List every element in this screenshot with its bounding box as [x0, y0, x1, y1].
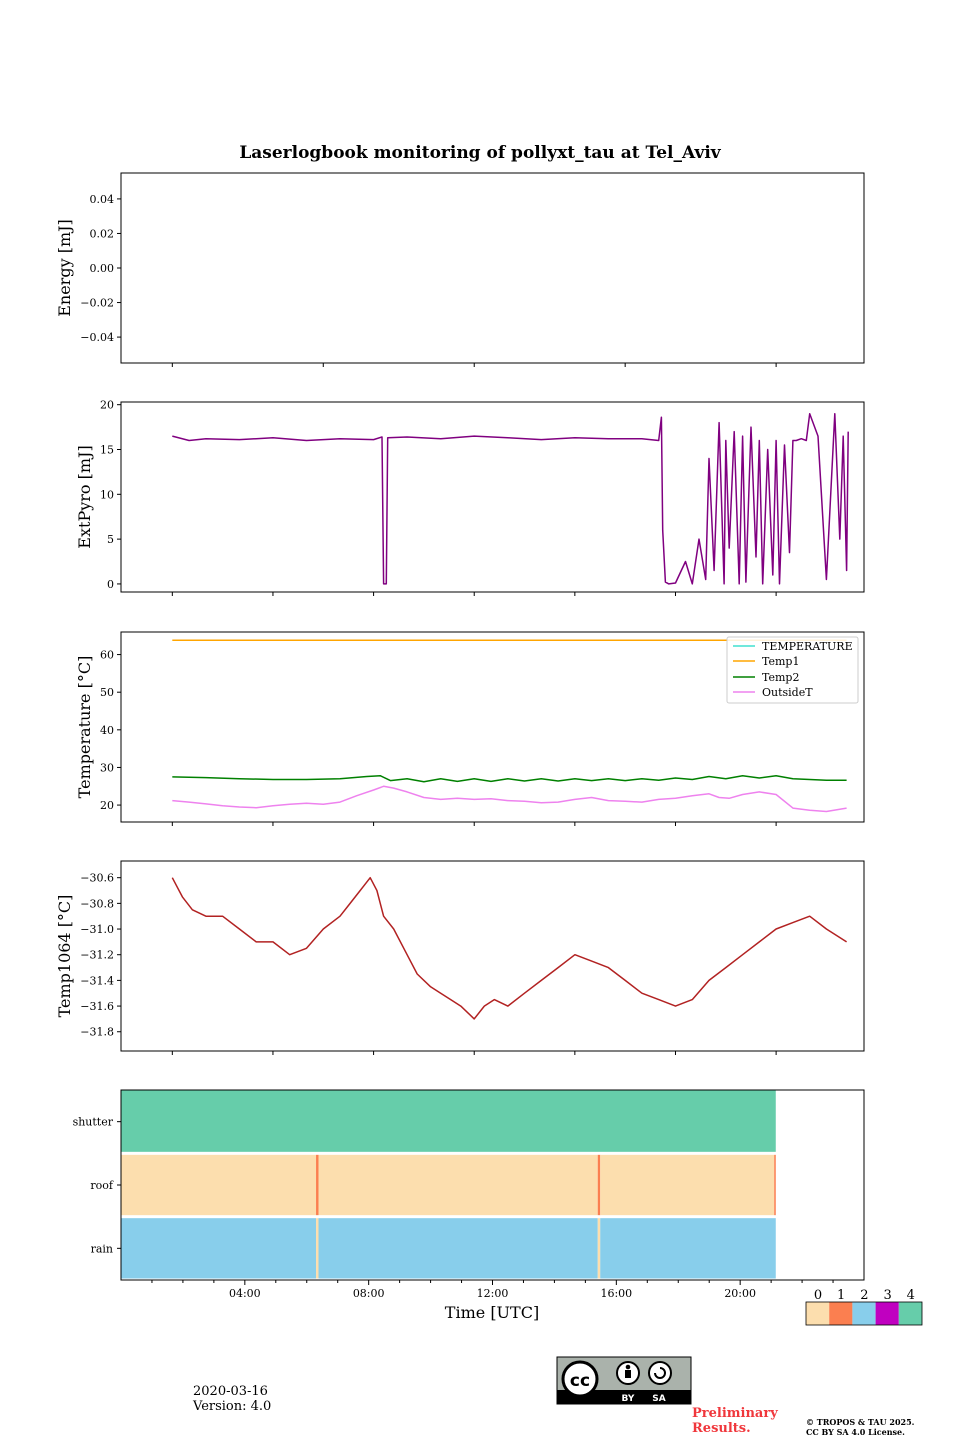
status-row-label: rain [91, 1242, 113, 1255]
xtick-label: 04:00 [229, 1287, 261, 1300]
status-row-label: roof [90, 1179, 114, 1192]
ytick-label: −0.04 [80, 331, 114, 344]
colorbar-label: 1 [837, 1288, 845, 1303]
ytick-label: −31.0 [80, 923, 114, 936]
extpyro-ylabel: ExtPyro [mJ] [75, 445, 94, 548]
copyright-line-1: © TROPOS & TAU 2025. [806, 1417, 915, 1427]
ytick-label: 10 [100, 488, 114, 501]
status-xlabel: Time [UTC] [445, 1303, 539, 1322]
colorbar-swatch-4 [898, 1302, 922, 1325]
status-panel: shutter roof rain 04:00 08:00 12:00 16:00 20:00… [73, 1089, 865, 1322]
ytick-label: 0.04 [90, 193, 115, 206]
footer-version: Version: 4.0 [193, 1399, 272, 1414]
xtick-label: 08:00 [353, 1287, 385, 1300]
preliminary-line-1: Preliminary [692, 1406, 778, 1421]
energy-ylabel: Energy [mJ] [55, 219, 74, 317]
cc-by-label: BY [622, 1394, 635, 1404]
copyright-line-2: CC BY SA 4.0 License. [806, 1427, 905, 1437]
chart-title: Laserlogbook monitoring of pollyxt_tau a… [239, 143, 721, 163]
ytick-label: 50 [100, 686, 114, 699]
energy-panel: Energy [mJ] −0.04 −0.02 0.00 0.02 0.04 [55, 172, 865, 367]
temp1064-ylabel: Temp1064 [°C] [55, 895, 74, 1018]
colorbar-label: 2 [860, 1288, 868, 1303]
colorbar-label: 0 [814, 1288, 822, 1303]
temperature-ylabel: Temperature [°C] [75, 656, 94, 799]
ytick-label: −30.8 [80, 897, 114, 910]
colorbar-label: 4 [907, 1288, 915, 1303]
ytick-label: 0 [107, 578, 114, 591]
legend-label-temperature: TEMPERATURE [762, 640, 853, 653]
temp1064-axes-frame [120, 860, 865, 1052]
colorbar-swatch-2 [852, 1302, 876, 1325]
legend-frame [726, 636, 859, 704]
extpyro-panel: ExtPyro [mJ] 0 5 10 15 20 [75, 399, 865, 596]
legend-label-temp2: Temp2 [762, 671, 799, 684]
colorbar-frame [805, 1301, 923, 1326]
status-cell-shutter [121, 1090, 776, 1152]
ytick-label: 20 [100, 399, 114, 412]
temperature-legend: TEMPERATURE Temp1 Temp2 OutsideT [726, 636, 859, 704]
colorbar-swatch-1 [829, 1302, 853, 1325]
temperature-panel: Temperature [°C] 20 30 40 50 60 TEMPERATURE … [75, 631, 865, 826]
sa-share-icon [648, 1361, 672, 1385]
status-cell-roof [318, 1154, 598, 1216]
series-line-outsidet [172, 785, 847, 813]
status-cell-roof [597, 1154, 601, 1216]
temperature-axes-frame [120, 631, 865, 823]
ytick-label: 60 [100, 649, 114, 662]
ytick-label: 0.02 [90, 227, 115, 240]
by-person-body [625, 1370, 631, 1378]
ytick-label: 0.00 [90, 262, 115, 275]
xtick-label: 20:00 [724, 1287, 756, 1300]
by-person-head [625, 1364, 631, 1370]
ytick-label: −0.02 [80, 297, 114, 310]
series-line-extpyro [172, 412, 849, 585]
preliminary-line-2: Results. [692, 1421, 751, 1436]
ytick-label: −30.6 [80, 872, 114, 885]
ytick-label: 15 [100, 444, 114, 457]
ytick-label: 40 [100, 724, 114, 737]
legend-label-temp1: Temp1 [762, 655, 799, 668]
status-cell-rain [316, 1218, 319, 1279]
status-cell-rain [600, 1218, 776, 1279]
preliminary-note: Preliminary Results. [692, 1406, 802, 1436]
xtick-label: 12:00 [477, 1287, 509, 1300]
colorbar-label: 3 [883, 1288, 891, 1303]
ytick-label: −31.8 [80, 1026, 114, 1039]
ytick-label: −31.2 [80, 949, 114, 962]
ytick-label: −31.4 [80, 974, 114, 987]
status-cell-rain [318, 1218, 598, 1279]
colorbar-swatch-3 [875, 1302, 899, 1325]
temp1064-panel: Temp1064 [°C] −31.8 −31.6 −31.4 −31.2 −31.0 −… [55, 860, 865, 1055]
ytick-label: 20 [100, 799, 114, 812]
status-cell-rain [121, 1218, 317, 1279]
xtick-label: 16:00 [600, 1287, 632, 1300]
footer-date: 2020-03-16 [193, 1384, 268, 1399]
cc-sa-label: SA [652, 1394, 665, 1404]
series-line-temp2 [172, 774, 847, 783]
energy-axes-frame [120, 172, 865, 364]
status-cell-roof [316, 1154, 319, 1216]
ytick-label: 30 [100, 761, 114, 774]
copyright-note: © TROPOS & TAU 2025. CC BY SA 4.0 Licens… [806, 1417, 914, 1437]
status-cell-roof [121, 1154, 317, 1216]
ytick-label: 5 [107, 533, 114, 546]
colorbar-swatch-0 [806, 1302, 830, 1325]
status-cell-roof [600, 1154, 775, 1216]
cc-icon-glyph: cc [570, 1371, 590, 1391]
status-cell-rain [597, 1218, 601, 1279]
cc-license-badge: cc BY SA [556, 1356, 692, 1405]
status-cell-roof [774, 1154, 776, 1216]
sa-share-arrow [654, 1367, 666, 1379]
series-line-temp1064 [171, 876, 848, 1020]
status-row-label: shutter [73, 1116, 114, 1129]
ytick-label: −31.6 [80, 1000, 114, 1013]
extpyro-axes-frame [120, 401, 865, 593]
legend-label-outsidet: OutsideT [762, 686, 813, 699]
cc-icon [561, 1360, 599, 1398]
